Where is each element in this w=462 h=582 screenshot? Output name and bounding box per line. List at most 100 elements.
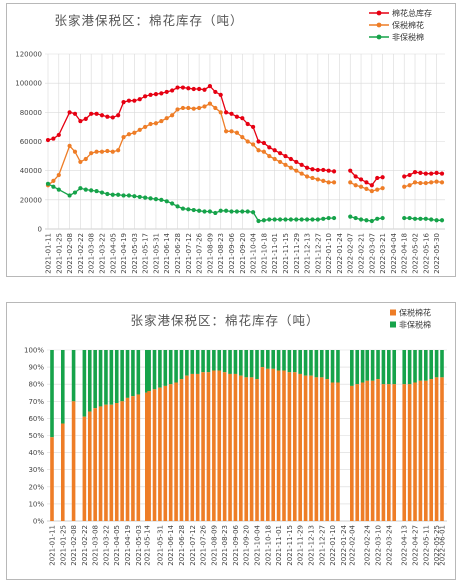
bar-segment-bonded	[222, 372, 227, 521]
y-tick-label: 100000	[15, 80, 42, 88]
bar-stack	[163, 350, 168, 521]
data-point	[277, 151, 283, 156]
bar-segment-bonded	[319, 377, 324, 521]
bar-segment-bonded	[136, 394, 141, 521]
data-point	[304, 174, 310, 179]
bar-segment-non-bonded	[350, 350, 354, 386]
x-tick-label: 2021-08-09	[206, 233, 214, 274]
data-point	[99, 149, 105, 154]
bar-segment-non-bonded	[152, 350, 157, 390]
bar-segment-bonded	[114, 403, 119, 521]
bar-segment-non-bonded	[82, 350, 87, 417]
x-tick-label: 2021-11-01	[271, 233, 279, 274]
legend-label: 保税棉花	[399, 308, 431, 318]
data-point	[315, 217, 320, 222]
data-point	[175, 204, 180, 209]
x-tick-label: 2021-07-12	[189, 525, 197, 566]
data-point	[78, 118, 83, 124]
bar-segment-bonded	[233, 373, 238, 521]
data-point	[412, 216, 418, 221]
data-point	[218, 92, 223, 97]
x-tick-label: 2021-06-28	[178, 525, 186, 566]
bar-stack	[266, 350, 270, 521]
x-tick-label: 2021-07-26	[196, 232, 204, 273]
bar-segment-non-bonded	[109, 350, 114, 405]
bar-stack	[365, 350, 370, 521]
data-point	[83, 187, 88, 192]
data-point	[358, 217, 364, 222]
data-point	[224, 129, 229, 134]
x-tick-label: 2021-09-20	[243, 525, 251, 566]
bar-segment-non-bonded	[330, 350, 335, 383]
bar-segment-non-bonded	[325, 350, 329, 380]
bar-segment-bonded	[71, 401, 76, 521]
data-point	[148, 196, 153, 201]
data-point	[78, 186, 83, 191]
data-point	[116, 113, 121, 118]
bar-stack	[87, 350, 92, 521]
data-point	[369, 188, 374, 194]
bar-segment-non-bonded	[424, 350, 428, 381]
x-tick-label: 2021-12-13	[304, 233, 312, 274]
bar-segment-bonded	[131, 396, 135, 521]
data-point	[132, 130, 137, 135]
data-point	[439, 218, 445, 223]
data-point	[429, 171, 434, 176]
data-point	[272, 156, 277, 162]
x-tick-label: 2022-03-24	[385, 524, 393, 565]
data-point	[326, 180, 331, 185]
bar-segment-bonded	[109, 404, 114, 521]
bar-segment-bonded	[185, 375, 189, 521]
bar-segment-non-bonded	[190, 350, 195, 374]
data-point	[261, 140, 266, 146]
bar-stack	[350, 350, 354, 521]
data-point	[116, 148, 121, 153]
x-tick-label: 2021-01-11	[49, 525, 57, 566]
bar-segment-non-bonded	[212, 350, 216, 371]
x-tick-label: 2022-06-01	[439, 525, 447, 566]
x-tick-label: 2021-08-23	[221, 525, 229, 566]
stacked-bar-chart: 张家港保税区：棉花库存（吨） 0% 10% 20% 30% 40% 50% 60% 70% 80…	[24, 308, 447, 566]
data-point	[153, 197, 159, 202]
data-point	[164, 199, 169, 204]
bar-stack	[195, 350, 200, 521]
data-point	[321, 216, 326, 221]
data-point	[110, 192, 115, 197]
bar-segment-non-bonded	[266, 350, 270, 369]
data-point	[288, 165, 293, 170]
bar-segment-bonded	[365, 380, 370, 521]
bar-segment-bonded	[212, 370, 216, 521]
x-tick-label: 2021-05-17	[142, 233, 150, 274]
data-point	[299, 217, 304, 222]
bar-stack	[276, 350, 281, 521]
bar-segment-bonded	[104, 404, 108, 521]
data-point	[121, 100, 126, 105]
data-point	[56, 132, 61, 138]
bar-segment-non-bonded	[365, 350, 370, 381]
bar-segment-bonded	[125, 397, 130, 521]
bar-segment-bonded	[87, 411, 92, 521]
chart-title: 张家港保税区：棉花库存（吨）	[54, 13, 243, 28]
bar-stack	[314, 350, 319, 521]
bar-segment-non-bonded	[125, 350, 130, 398]
legend-label: 棉花总库存	[392, 8, 432, 18]
bar-segment-bonded	[201, 372, 205, 521]
bar-stack	[429, 350, 434, 521]
bar-segment-non-bonded	[163, 350, 168, 386]
data-point	[331, 215, 337, 221]
data-point	[299, 162, 304, 167]
data-point	[45, 181, 51, 186]
bar-segment-non-bonded	[407, 350, 412, 385]
bar-stack	[190, 350, 195, 521]
data-point	[267, 145, 272, 150]
data-point	[294, 159, 299, 165]
data-point	[331, 169, 337, 174]
data-point	[283, 162, 288, 167]
data-point	[110, 115, 115, 120]
data-point	[218, 110, 223, 115]
data-point	[186, 207, 191, 212]
x-tick-label: 2021-10-18	[260, 233, 268, 274]
data-point	[353, 183, 358, 188]
x-tick-label: 2021-10-04	[254, 524, 262, 565]
bar-segment-non-bonded	[282, 350, 286, 371]
